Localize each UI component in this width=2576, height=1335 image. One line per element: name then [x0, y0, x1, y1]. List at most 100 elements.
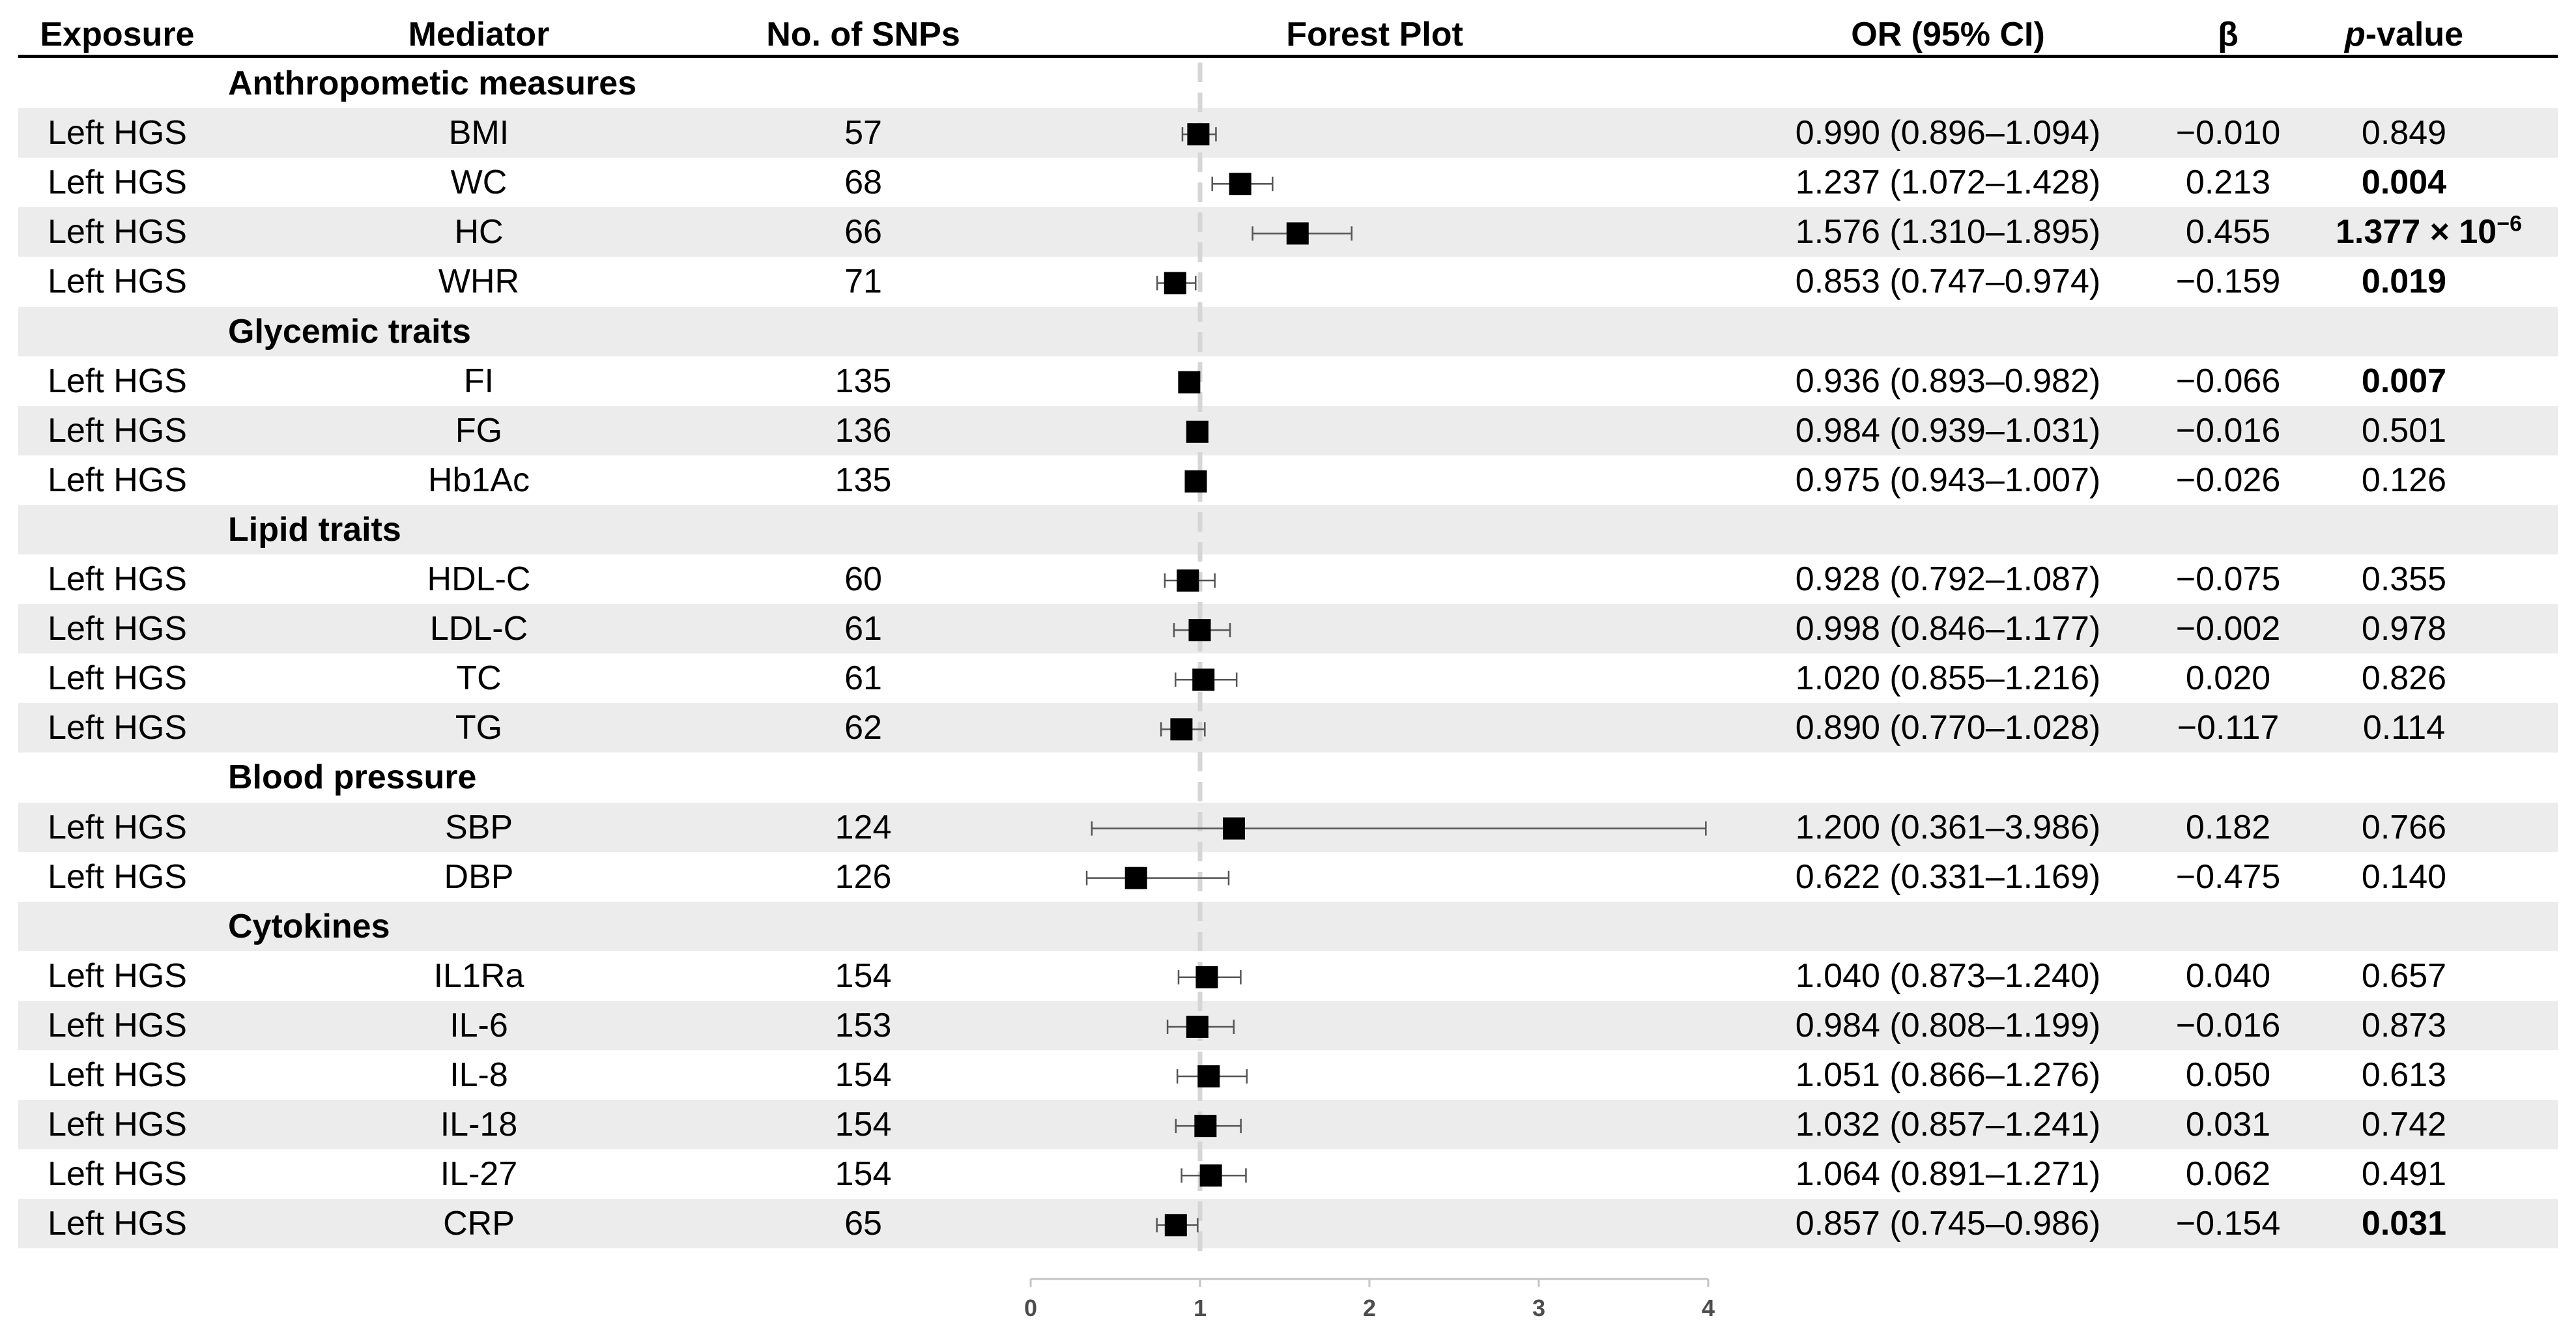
beta-cell: −0.016: [2175, 411, 2281, 450]
p-value-cell: 0.019: [2319, 257, 2489, 306]
p-value-cell: 0.873: [2319, 1001, 2489, 1050]
or-ci-cell: 0.890 (0.770–1.028): [1795, 709, 2101, 747]
snps-cell: 135: [835, 461, 892, 499]
p-value-exponent: −6: [2497, 211, 2522, 237]
snps-cell: 135: [835, 362, 892, 400]
p-value-cell: 0.007: [2319, 356, 2489, 406]
snps-cell: 61: [844, 610, 882, 648]
p-value-cell: 0.140: [2319, 852, 2489, 902]
snps-cell: 66: [844, 213, 882, 251]
beta-cell: −0.066: [2175, 362, 2281, 400]
header-p-italic: p: [2344, 16, 2366, 53]
beta-cell: 0.031: [2185, 1106, 2271, 1144]
exposure-cell: Left HGS: [48, 1106, 187, 1144]
or-ci-cell: 0.928 (0.792–1.087): [1795, 560, 2101, 598]
beta-cell: 0.050: [2185, 1056, 2271, 1094]
or-ci-cell: 0.984 (0.808–1.199): [1795, 1006, 2101, 1044]
mediator-cell: HC: [454, 213, 504, 251]
beta-cell: −0.159: [2175, 263, 2281, 301]
table-row: Left HGS FG 136 0.984 (0.939–1.031) −0.016 0.…: [18, 405, 2558, 455]
table-row: Left HGS SBP 124 1.200 (0.361–3.986) 0.182 0.…: [18, 802, 2558, 852]
table-row: Left HGS LDL-C 61 0.998 (0.846–1.177) −0.002…: [18, 604, 2558, 654]
p-value-text: 0.742: [2361, 1106, 2447, 1144]
table-row: Left HGS IL-8 154 1.051 (0.866–1.276) 0.050 0…: [18, 1050, 2558, 1100]
table-row: Left HGS TC 61 1.020 (0.855–1.216) 0.020 0.82…: [18, 653, 2558, 703]
mediator-cell: Hb1Ac: [427, 461, 530, 499]
exposure-cell: Left HGS: [48, 709, 187, 747]
p-value-cell: 0.355: [2319, 554, 2489, 604]
mediator-cell: IL-8: [450, 1056, 508, 1094]
beta-cell: 0.020: [2185, 659, 2271, 698]
exposure-cell: Left HGS: [48, 1205, 187, 1243]
table-row: Left HGS WC 68 1.237 (1.072–1.428) 0.213 0.00…: [18, 158, 2558, 207]
p-value-cell: 1.377 × 10−6: [2298, 207, 2559, 257]
p-value-text: 0.978: [2361, 610, 2447, 648]
p-value-text: 0.019: [2361, 263, 2447, 301]
or-ci-cell: 1.040 (0.873–1.240): [1795, 956, 2101, 995]
p-value-cell: 0.501: [2319, 406, 2489, 455]
mediator-cell: CRP: [443, 1205, 515, 1243]
snps-cell: 61: [844, 659, 882, 698]
mediator-cell: BMI: [448, 114, 509, 152]
p-value-cell: 0.826: [2319, 653, 2489, 703]
snps-cell: 57: [844, 114, 882, 152]
table-row: Left HGS CRP 65 0.857 (0.745–0.986) −0.154 0.…: [18, 1199, 2558, 1249]
exposure-cell: Left HGS: [48, 362, 187, 400]
group-row: Anthropometic measures: [18, 59, 2558, 108]
table-row: Left HGS WHR 71 0.853 (0.747–0.974) −0.159 0.…: [18, 257, 2558, 306]
header-rule: [18, 55, 2558, 58]
exposure-cell: Left HGS: [48, 114, 187, 152]
or-ci-cell: 1.051 (0.866–1.276): [1795, 1056, 2101, 1094]
p-value-text: 0.355: [2361, 560, 2447, 598]
p-value-cell: 0.126: [2319, 455, 2489, 505]
beta-cell: −0.016: [2175, 1006, 2281, 1044]
p-value-cell: 0.657: [2319, 951, 2489, 1001]
p-value-text: 0.657: [2361, 956, 2447, 995]
x-tick-label: 0: [1024, 1295, 1037, 1321]
table-row: Left HGS TG 62 0.890 (0.770–1.028) −0.117 0.1…: [18, 703, 2558, 753]
p-value-cell: 0.978: [2319, 604, 2489, 653]
mediator-cell: FI: [463, 362, 494, 400]
mediator-cell: TG: [455, 709, 503, 747]
beta-cell: 0.062: [2185, 1155, 2271, 1194]
or-ci-cell: 1.020 (0.855–1.216): [1795, 659, 2101, 698]
beta-cell: −0.075: [2175, 560, 2281, 598]
x-tick-label: 3: [1532, 1295, 1545, 1321]
table-row: Left HGS IL-6 153 0.984 (0.808–1.199) −0.016…: [18, 1000, 2558, 1050]
or-ci-cell: 1.064 (0.891–1.271): [1795, 1155, 2101, 1194]
or-ci-cell: 0.975 (0.943–1.007): [1795, 461, 2101, 499]
table-row: Left HGS DBP 126 0.622 (0.331–1.169) −0.475 0…: [18, 852, 2558, 902]
header-exposure: Exposure: [40, 16, 195, 53]
beta-cell: −0.117: [2177, 709, 2280, 747]
p-value-cell: 0.613: [2319, 1050, 2489, 1100]
mediator-cell: TC: [456, 659, 502, 698]
table-row: Left HGS HDL-C 60 0.928 (0.792–1.087) −0.075…: [18, 554, 2558, 604]
beta-cell: 0.040: [2185, 956, 2271, 995]
p-value-text: 0.873: [2361, 1006, 2447, 1044]
beta-cell: −0.010: [2175, 114, 2281, 152]
or-ci-cell: 0.622 (0.331–1.169): [1795, 857, 2101, 896]
p-value-text: 0.114: [2362, 709, 2446, 747]
table-row: Left HGS BMI 57 0.990 (0.896–1.094) −0.010 0.…: [18, 108, 2558, 158]
table-row: Left HGS Hb1Ac 135 0.975 (0.943–1.007) −0.02…: [18, 455, 2558, 505]
group-label: Cytokines: [228, 907, 390, 945]
or-ci-cell: 0.857 (0.745–0.986): [1795, 1205, 2101, 1243]
beta-cell: 0.455: [2185, 213, 2271, 251]
x-tick-label: 1: [1194, 1295, 1207, 1321]
snps-cell: 136: [835, 411, 892, 450]
header-beta: β: [2218, 16, 2239, 53]
mediator-cell: IL-6: [450, 1006, 508, 1044]
mediator-cell: HDL-C: [427, 560, 531, 598]
group-label: Anthropometic measures: [228, 65, 637, 102]
or-ci-cell: 0.998 (0.846–1.177): [1795, 610, 2101, 648]
p-value-text: 0.007: [2361, 362, 2447, 400]
or-ci-cell: 1.576 (1.310–1.895): [1795, 213, 2101, 251]
mediator-cell: IL-27: [440, 1155, 518, 1194]
p-value-cell: 0.766: [2319, 803, 2489, 852]
table-row: Left HGS IL1Ra 154 1.040 (0.873–1.240) 0.040…: [18, 951, 2558, 1001]
p-value-cell: 0.849: [2319, 108, 2489, 158]
table-row: Left HGS HC 66 1.576 (1.310–1.895) 0.455 1.37…: [18, 207, 2558, 257]
snps-cell: 68: [844, 164, 882, 202]
mediator-cell: IL1Ra: [433, 956, 524, 995]
p-value-text: 0.826: [2361, 659, 2447, 698]
